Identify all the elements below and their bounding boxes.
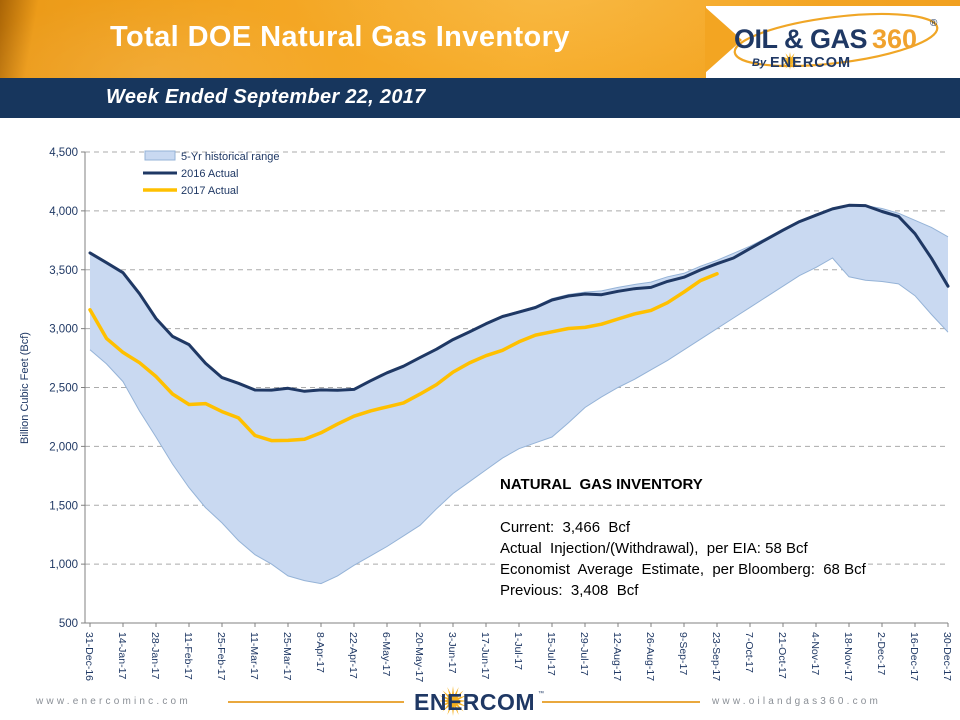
y-tick-label: 1,500 [49, 500, 78, 512]
legend-label: 2017 Actual [181, 185, 239, 197]
band-lower-edge [89, 257, 949, 585]
x-tick-label: 3-Jun-17 [446, 632, 458, 674]
x-tick-label: 29-Jul-17 [578, 632, 590, 676]
oilgas360-logo: OIL & GAS 360 ® By ENERCOM [733, 12, 939, 71]
x-tick-label: 8-Apr-17 [314, 632, 326, 673]
logo-360-text: 360 [872, 24, 917, 54]
logo-enercom-text: ENERCOM [770, 55, 851, 71]
line-2016-actual [88, 203, 950, 393]
y-tick-label: 500 [59, 618, 78, 630]
inventory-estimate: Economist Average Estimate, per Bloomber… [498, 559, 868, 580]
logo-swoosh [733, 12, 939, 68]
enercom-logo: ENERCOM ™ [414, 686, 544, 716]
enercom-logo-text: ENERCOM [414, 689, 535, 715]
line-2017-actual [88, 272, 719, 443]
x-tick-label: 15-Jul-17 [545, 632, 557, 676]
band-5yr-range [90, 205, 948, 584]
oilgas360-logo-panel: OIL & GAS 360 ® By ENERCOM [705, 6, 960, 78]
subheader-bar: Week Ended September 22, 2017 [0, 78, 960, 118]
y-tick-label: 4,000 [49, 206, 78, 218]
header-arrow-icon [705, 7, 742, 73]
y-tick-label: 3,500 [49, 265, 78, 277]
x-tick-label: 1-Jul-17 [512, 632, 524, 670]
x-tick-label: 25-Mar-17 [281, 632, 293, 681]
y-tick-label: 4,500 [49, 147, 78, 159]
x-tick-label: 18-Nov-17 [842, 632, 854, 681]
inventory-note-title: NATURAL GAS INVENTORY [498, 476, 705, 493]
x-tick-label: 26-Aug-17 [644, 632, 656, 681]
page-title: Total DOE Natural Gas Inventory [110, 21, 570, 53]
inventory-injection: Actual Injection/(Withdrawal), per EIA: … [498, 538, 810, 559]
x-tick-label: 14-Jan-17 [116, 632, 128, 679]
x-tick-label: 7-Oct-17 [743, 632, 755, 673]
oilandgas360-url: www.oilandgas360.com [712, 696, 882, 707]
x-tick-label: 31-Dec-16 [83, 632, 95, 681]
x-tick-label: 28-Jan-17 [149, 632, 161, 679]
x-tick-label: 17-Jun-17 [479, 632, 491, 679]
subheader-text: Week Ended September 22, 2017 [106, 86, 426, 108]
registered-mark: ® [930, 18, 938, 29]
footer-rule-right [542, 701, 700, 703]
sunburst-icon [781, 52, 799, 70]
x-tick-label: 6-May-17 [380, 632, 392, 677]
x-tick-label: 30-Dec-17 [941, 632, 953, 681]
legend-label: 5-Yr historical range [181, 151, 279, 163]
y-tick-label: 1,000 [49, 559, 78, 571]
logo-by-text: By [752, 57, 767, 69]
x-tick-label: 12-Aug-17 [611, 632, 623, 681]
inventory-note: NATURAL GAS INVENTORY Current: 3,466 Bcf… [498, 476, 868, 601]
x-tick-label: 9-Sep-17 [677, 632, 689, 675]
inventory-chart: 500 1,000 1,500 2,000 2,500 3,000 3,500 4,000 4,… [19, 147, 953, 682]
legend-label: 2016 Actual [181, 168, 239, 180]
footer-bar: www.enercominc.com ENERCOM ™ www.oilandg… [0, 686, 960, 720]
header-arrow-shape [705, 7, 742, 73]
x-tick-label: 11-Mar-17 [248, 632, 260, 680]
y-axis-title: Billion Cubic Feet (Bcf) [19, 332, 31, 444]
x-tick-label: 16-Dec-17 [908, 632, 920, 681]
x-tick-label: 2-Dec-17 [875, 632, 887, 675]
x-tick-label: 25-Feb-17 [215, 632, 227, 681]
sunburst-icon [438, 686, 468, 716]
logo-oil-gas-text: OIL & GAS [734, 24, 867, 54]
x-tick-label: 4-Nov-17 [809, 632, 821, 675]
x-tick-label: 22-Apr-17 [347, 632, 359, 679]
footer-rule-left [228, 701, 404, 703]
y-tick-label: 3,000 [49, 324, 78, 336]
y-tick-label: 2,000 [49, 441, 78, 453]
enercom-url: www.enercominc.com [36, 696, 191, 707]
inventory-previous: Previous: 3,408 Bcf [498, 580, 641, 601]
trademark-mark: ™ [538, 690, 544, 697]
legend-swatch-band [144, 150, 176, 161]
x-tick-label: 23-Sep-17 [710, 632, 722, 681]
x-tick-label: 20-May-17 [413, 632, 425, 682]
header-banner: Total DOE Natural Gas Inventory OIL & GA… [0, 0, 960, 78]
y-tick-label: 2,500 [49, 383, 78, 395]
inventory-current: Current: 3,466 Bcf [498, 517, 633, 538]
x-tick-label: 11-Feb-17 [182, 632, 194, 680]
x-tick-label: 21-Oct-17 [776, 632, 788, 679]
